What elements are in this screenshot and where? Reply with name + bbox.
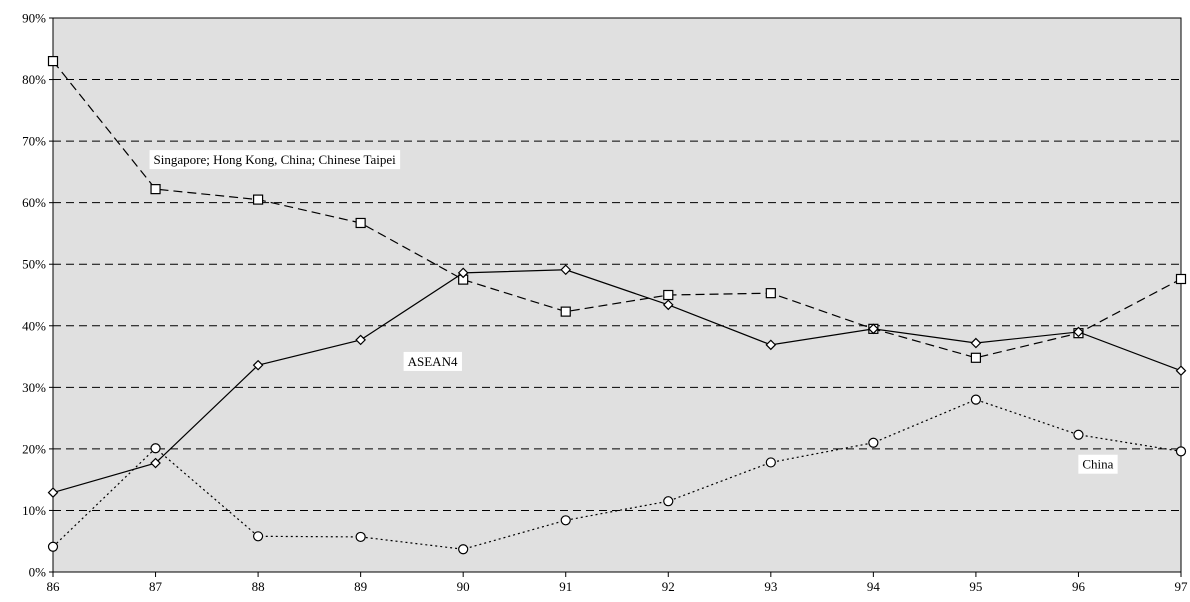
x-axis-ticks: 86 87 88 89 90 91 92 93 94 95 96 97	[47, 572, 1189, 594]
data-point-diamond	[150, 457, 161, 469]
series-label-background	[403, 351, 462, 371]
y-tick-label: 70%	[22, 134, 46, 149]
series-labels: Singapore; Hong Kong, China; Chinese Tai…	[149, 150, 1118, 474]
data-point-diamond	[1073, 326, 1084, 338]
axes	[52, 18, 1181, 573]
x-tick-label: 93	[764, 579, 777, 594]
y-tick-label: 40%	[22, 318, 46, 333]
data-point-diamond	[457, 267, 469, 279]
data-point-diamond	[47, 487, 59, 498]
series-label-background	[149, 150, 401, 170]
x-tick-label: 94	[867, 579, 881, 594]
x-tick-label: 96	[1072, 579, 1086, 594]
data-point-square	[1175, 273, 1187, 285]
series-label-group: China	[1078, 454, 1118, 474]
x-tick-label: 92	[662, 579, 675, 594]
x-tick-label: 91	[559, 579, 572, 594]
data-point-diamond	[765, 339, 777, 351]
data-point-diamond	[868, 323, 879, 335]
series-line	[52, 269, 1182, 494]
y-axis-ticks: 0% 10% 20% 30% 40% 50% 60% 70% 80% 90%	[22, 11, 53, 580]
data-point-circle	[868, 437, 879, 448]
x-tick-label: 90	[457, 579, 470, 594]
y-tick-label: 20%	[22, 441, 46, 456]
data-point-square	[355, 217, 366, 229]
y-tick-label: 60%	[22, 195, 46, 210]
series-diamond	[47, 264, 1187, 498]
y-tick-label: 30%	[22, 380, 46, 395]
data-point-diamond	[355, 334, 366, 346]
x-tick-label: 95	[969, 579, 982, 594]
data-point-circle	[970, 394, 982, 405]
gridlines	[53, 79, 1181, 511]
data-point-diamond	[970, 337, 982, 349]
plot-area	[52, 17, 1182, 573]
series-label: Singapore; Hong Kong, China; Chinese Tai…	[154, 152, 397, 167]
data-point-square	[560, 306, 571, 317]
series-label: China	[1082, 457, 1113, 472]
data-point-square	[150, 184, 161, 195]
y-tick-label: 90%	[22, 11, 46, 26]
data-point-circle	[458, 544, 469, 555]
y-tick-label: 80%	[22, 72, 46, 87]
data-point-circle	[560, 515, 571, 526]
data-point-diamond	[662, 299, 674, 311]
data-point-circle	[47, 541, 59, 552]
data-point-square	[47, 55, 59, 67]
data-point-circle	[252, 531, 264, 542]
y-tick-label: 50%	[22, 257, 46, 272]
x-tick-label: 87	[149, 579, 163, 594]
series-label: ASEAN4	[408, 354, 458, 369]
data-point-circle	[355, 531, 366, 543]
data-point-circle	[765, 457, 776, 468]
data-point-circle	[1073, 429, 1084, 440]
data-point-square	[970, 352, 982, 363]
y-tick-label: 10%	[22, 503, 46, 518]
data-point-diamond	[252, 359, 264, 371]
data-point-circle	[1175, 446, 1187, 457]
series-line	[52, 399, 1182, 550]
y-tick-label: 0%	[29, 565, 47, 580]
data-point-square	[252, 194, 264, 205]
data-point-square	[765, 288, 776, 299]
x-tick-label: 97	[1175, 579, 1189, 594]
data-point-circle	[150, 443, 161, 454]
x-tick-label: 89	[354, 579, 367, 594]
data-point-diamond	[560, 264, 572, 276]
series-label-background	[1078, 454, 1118, 474]
x-tick-label: 88	[252, 579, 265, 594]
series-label-group: ASEAN4	[403, 351, 462, 371]
series-circle	[47, 394, 1187, 555]
x-tick-label: 86	[47, 579, 61, 594]
data-point-square	[663, 289, 674, 301]
data-point-circle	[663, 496, 674, 507]
data-point-diamond	[1175, 365, 1187, 377]
series-line	[52, 60, 1182, 359]
series-group	[47, 55, 1187, 555]
series-label-group: Singapore; Hong Kong, China; Chinese Tai…	[149, 150, 401, 170]
